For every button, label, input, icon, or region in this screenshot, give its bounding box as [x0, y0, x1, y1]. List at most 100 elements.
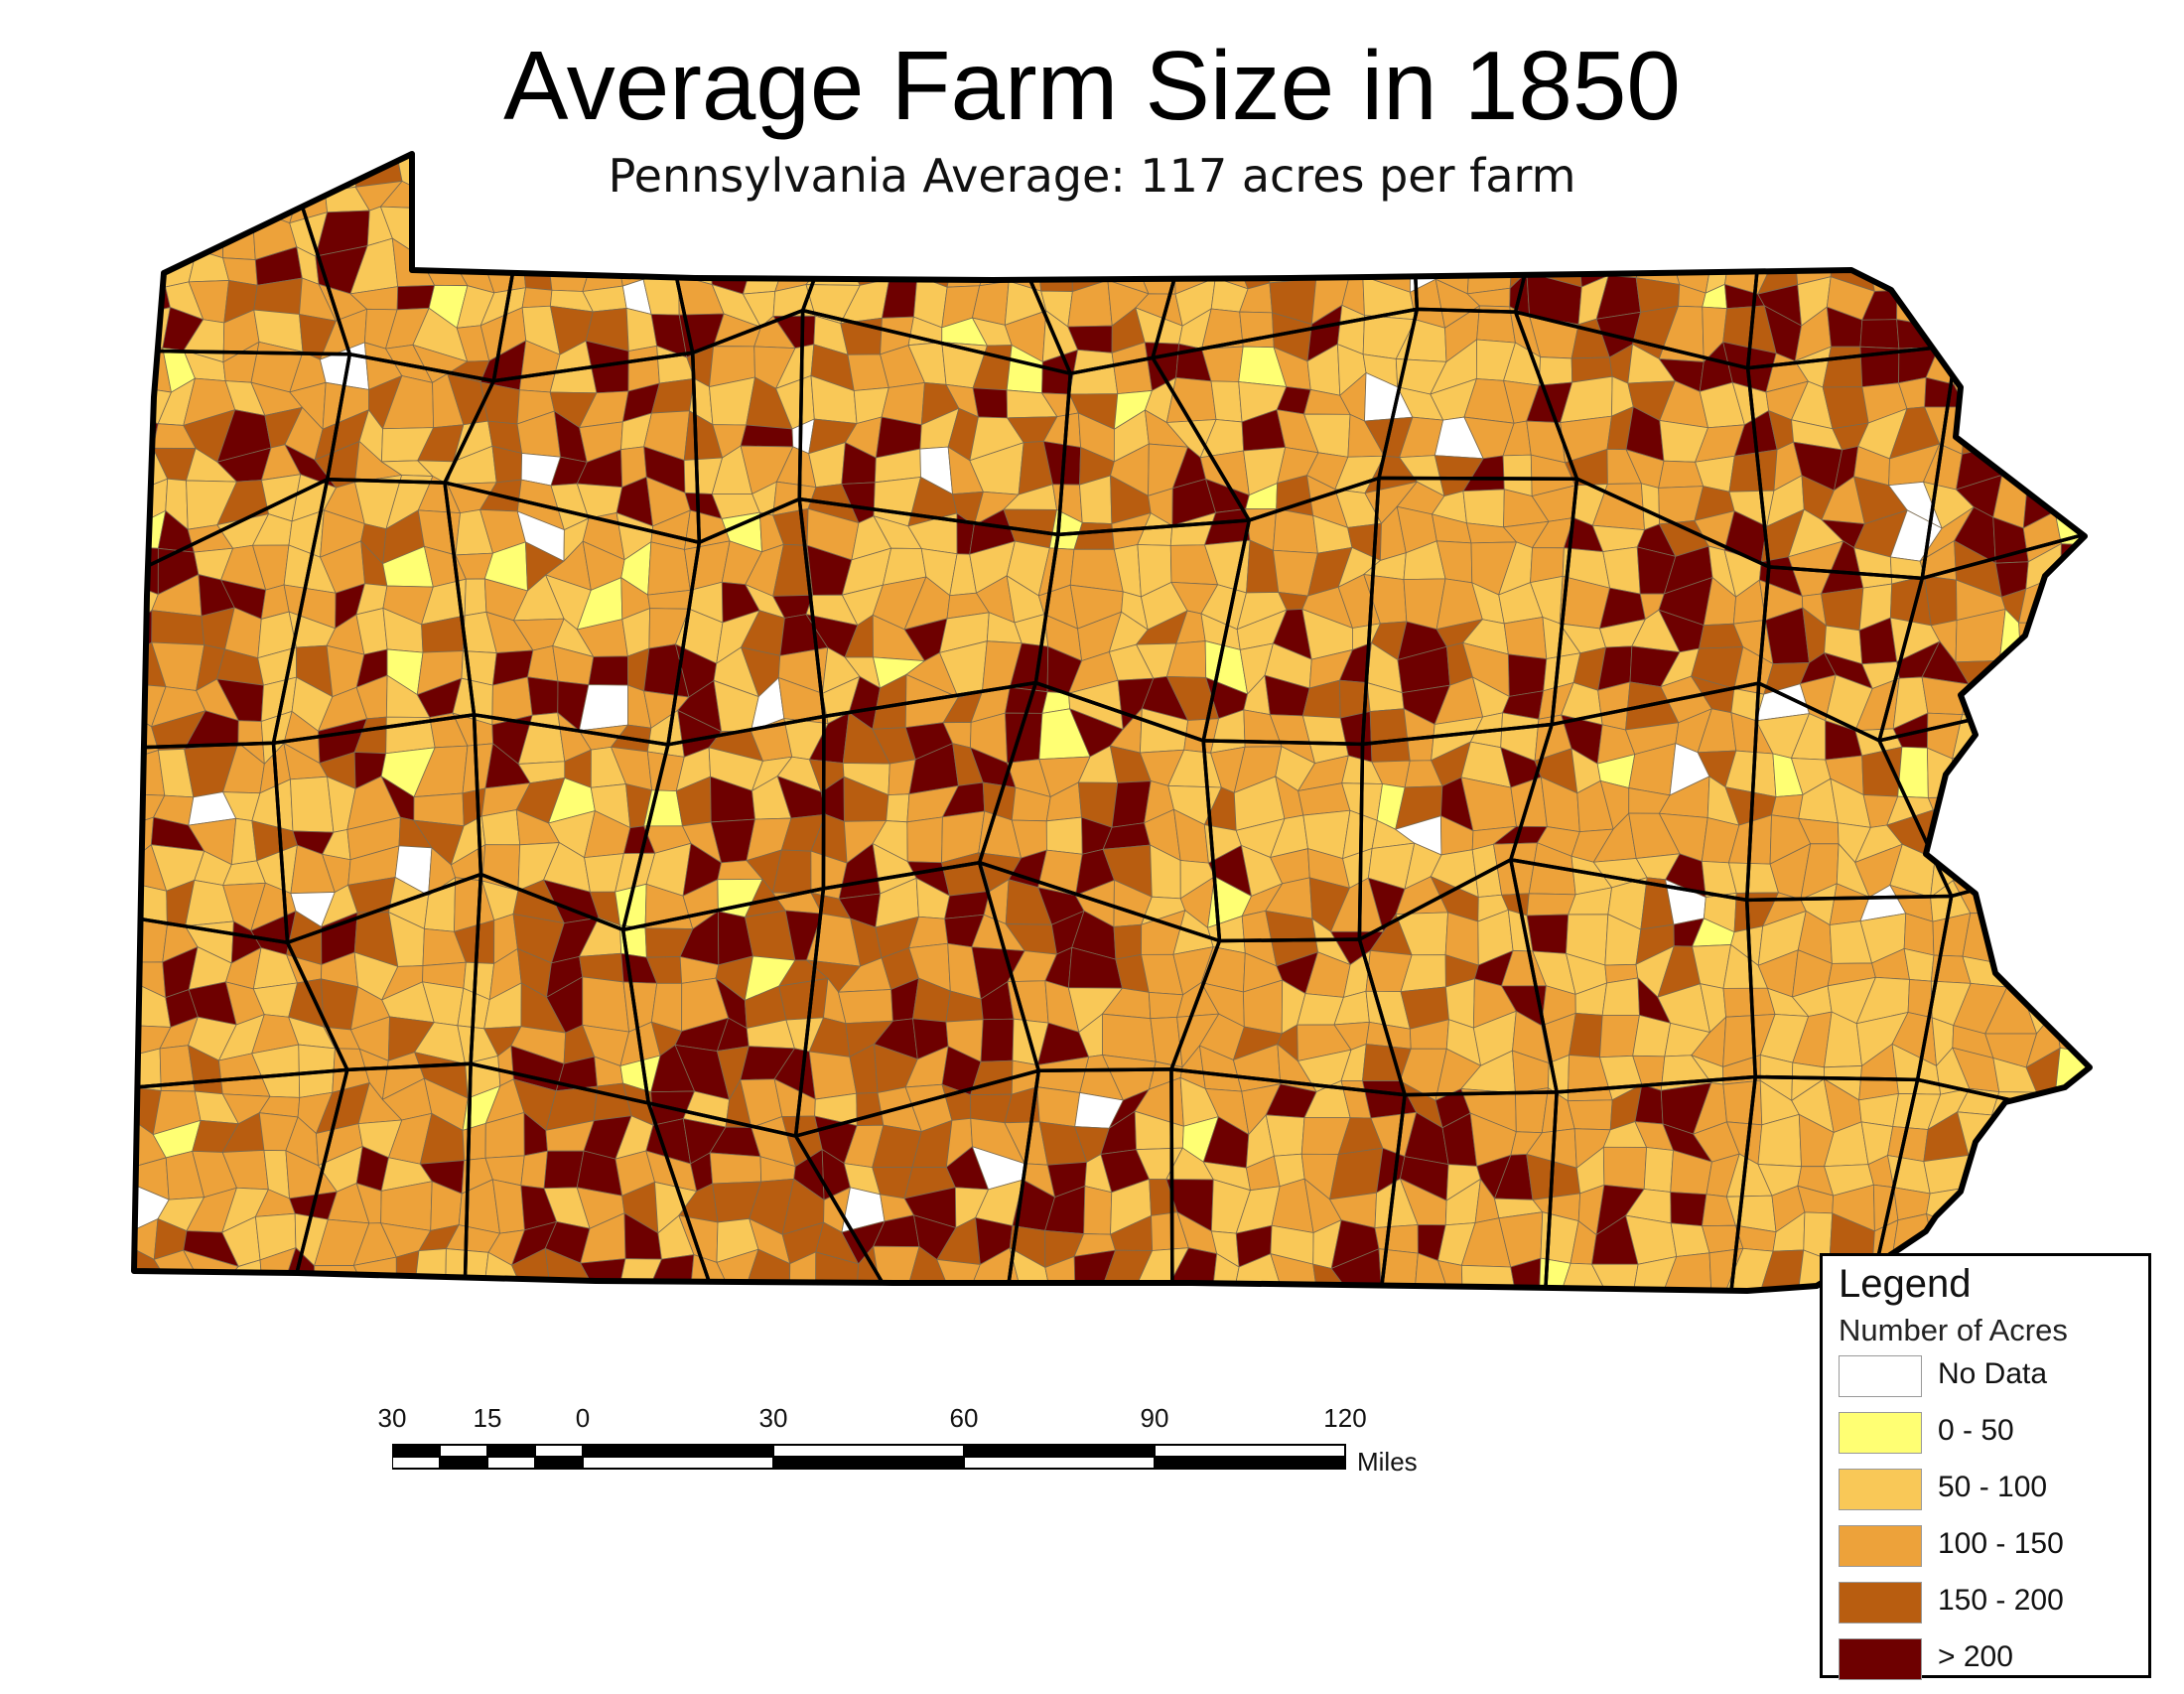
township-area	[1993, 170, 2035, 212]
township-area	[1468, 174, 1513, 220]
township-area	[1331, 173, 1385, 225]
township-area	[2060, 574, 2090, 626]
township-area	[885, 243, 922, 280]
township-area	[2061, 206, 2090, 258]
township-area	[1990, 373, 2028, 427]
township-area	[1510, 1257, 1542, 1291]
township-area	[1365, 189, 1406, 225]
township-area	[2053, 340, 2090, 387]
township-area	[1790, 183, 1842, 228]
township-area	[1503, 616, 1548, 659]
township-area	[248, 154, 301, 191]
county-boundary	[463, 1061, 715, 1291]
township-area	[2024, 382, 2072, 427]
township-area	[2066, 741, 2090, 787]
township-area	[2054, 977, 2090, 1014]
township-area	[2019, 943, 2072, 999]
township-area	[2052, 1090, 2090, 1128]
township-area	[811, 175, 861, 221]
township-area	[2053, 452, 2090, 485]
township-area	[644, 214, 691, 257]
township-area	[449, 212, 496, 255]
township-area	[2019, 820, 2058, 853]
township-area	[2062, 1147, 2090, 1199]
township-area	[1670, 1192, 1707, 1227]
county-boundary	[1379, 1090, 1559, 1291]
township-area	[1932, 809, 1966, 866]
township-area	[936, 1259, 981, 1291]
township-area	[413, 1248, 447, 1291]
township-area	[1758, 191, 1798, 220]
township-area	[647, 541, 691, 596]
township-area	[511, 215, 552, 257]
township-area	[1507, 653, 1548, 697]
township-area	[1437, 154, 1470, 176]
township-area	[1958, 1183, 2006, 1233]
township-area	[521, 287, 553, 309]
township-area	[1469, 212, 1514, 254]
scale-tick-label: 15	[473, 1403, 502, 1433]
township-area	[1034, 211, 1079, 241]
township-area	[983, 224, 1024, 261]
township-area	[2053, 890, 2090, 929]
township-area	[1643, 1147, 1674, 1193]
township-area	[747, 171, 789, 227]
township-area	[1859, 319, 1900, 350]
township-area	[1529, 179, 1576, 227]
township-area	[2020, 707, 2072, 747]
township-area	[1378, 1248, 1419, 1291]
township-area	[1640, 483, 1660, 531]
township-area	[1264, 174, 1308, 209]
township-area	[556, 154, 596, 190]
township-area	[2051, 1224, 2090, 1255]
township-area	[1993, 353, 2028, 384]
township-area	[395, 1250, 420, 1291]
township-area	[1760, 1249, 1805, 1291]
township-area	[1928, 271, 1975, 327]
township-area	[2052, 1118, 2090, 1152]
township-area	[415, 186, 462, 219]
county-boundary	[290, 1061, 473, 1291]
scale-segment	[392, 1456, 441, 1470]
county-boundary	[1006, 1067, 1174, 1291]
township-area	[1952, 154, 1995, 194]
township-area	[1962, 315, 2001, 360]
township-area	[2027, 1115, 2064, 1149]
township-area	[1984, 876, 2040, 921]
township-area	[1863, 216, 1910, 253]
township-area	[2060, 543, 2090, 587]
scale-segment	[534, 1444, 584, 1458]
township-area	[642, 238, 691, 280]
township-area	[1432, 218, 1472, 248]
township-area	[1526, 914, 1570, 954]
county-boundary	[1920, 154, 2090, 348]
legend-swatch	[1839, 1582, 1922, 1623]
township-area	[1725, 191, 1768, 220]
township-area	[843, 177, 887, 214]
scale-segment	[772, 1456, 965, 1470]
scale-unit-label: Miles	[1357, 1447, 1418, 1477]
township-area	[2023, 207, 2070, 250]
township-area	[1984, 1179, 2037, 1233]
legend-swatch	[1839, 1525, 1922, 1567]
township-area	[1793, 212, 1842, 248]
township-area	[1210, 380, 1243, 423]
township-area	[1987, 271, 2034, 317]
township-area	[1934, 154, 1964, 189]
scale-segment	[1154, 1456, 1346, 1470]
township-area	[1952, 187, 1997, 214]
township-area	[1073, 154, 1124, 193]
township-area	[2023, 170, 2066, 213]
township-area	[2061, 185, 2090, 213]
legend-item-label: 150 - 200	[1938, 1584, 2064, 1617]
township-area	[811, 212, 845, 260]
legend-item-label: No Data	[1938, 1357, 2048, 1390]
township-area	[2019, 850, 2058, 898]
township-area	[683, 154, 725, 191]
county-boundary	[793, 1068, 1040, 1291]
township-area	[1332, 223, 1385, 261]
township-area	[1034, 239, 1073, 293]
township-area	[2033, 1178, 2073, 1226]
township-area	[708, 170, 762, 218]
scale-tick-label: 0	[575, 1403, 591, 1433]
